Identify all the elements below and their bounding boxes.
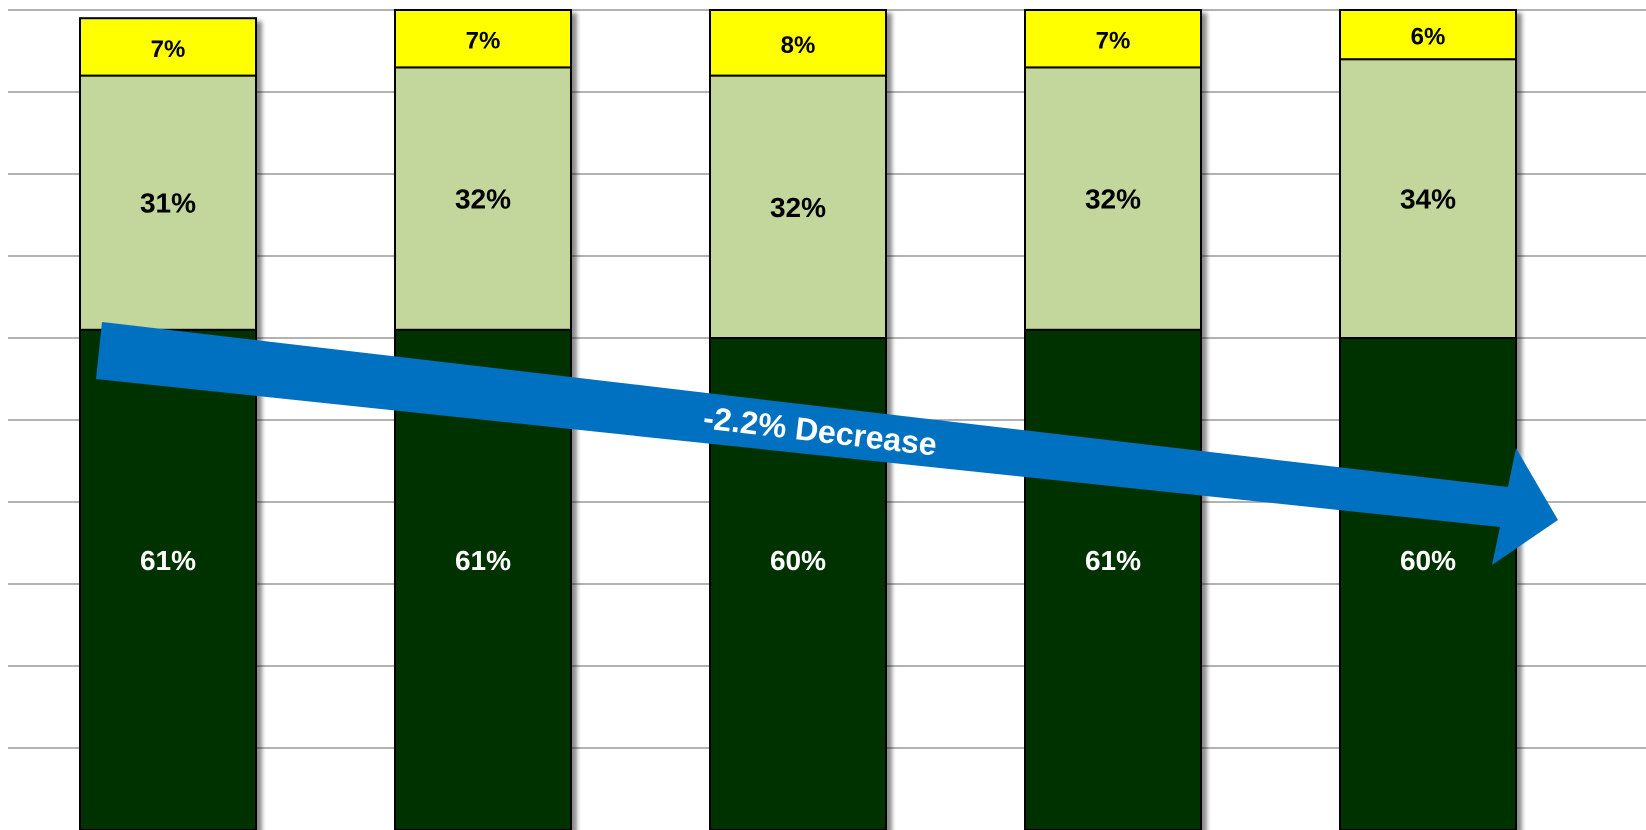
- bar-segment: [1024, 328, 1202, 830]
- bar-segment: [79, 17, 257, 77]
- bar-segment: [709, 9, 887, 77]
- bar-segment: [79, 74, 257, 331]
- bar-segment: [394, 9, 572, 69]
- trend-arrow: [96, 322, 1558, 565]
- data-label: 32%: [770, 192, 826, 223]
- bar-segment: [1339, 9, 1517, 61]
- data-label: 32%: [1085, 184, 1141, 215]
- bar-segment: [1024, 9, 1202, 69]
- data-label: 7%: [151, 36, 186, 63]
- bar-segment: [1024, 66, 1202, 331]
- data-label: 7%: [1096, 28, 1131, 55]
- data-label: 61%: [140, 545, 196, 576]
- data-label: 61%: [1085, 545, 1141, 576]
- data-labels: 61% 31% 7% 61% 32% 7% 60% 32% 8% 61% 32% 7% 60% 34% 6%: [140, 24, 1456, 576]
- bar-segment: [79, 328, 257, 830]
- data-label: 31%: [140, 188, 196, 219]
- data-label: 34%: [1400, 184, 1456, 215]
- bar-segment: [709, 74, 887, 339]
- data-label: 6%: [1411, 24, 1446, 51]
- data-label: 32%: [455, 184, 511, 215]
- data-label: 60%: [1400, 545, 1456, 576]
- data-label: 61%: [455, 545, 511, 576]
- bar-stack: [1024, 9, 1202, 830]
- bar-stack: [79, 17, 257, 830]
- bar-stack: [1339, 9, 1517, 830]
- data-label: 60%: [770, 545, 826, 576]
- data-label: 7%: [466, 28, 501, 55]
- data-label: 8%: [781, 32, 816, 59]
- bar-segment: [1339, 58, 1517, 339]
- bar-segment: [1339, 337, 1517, 830]
